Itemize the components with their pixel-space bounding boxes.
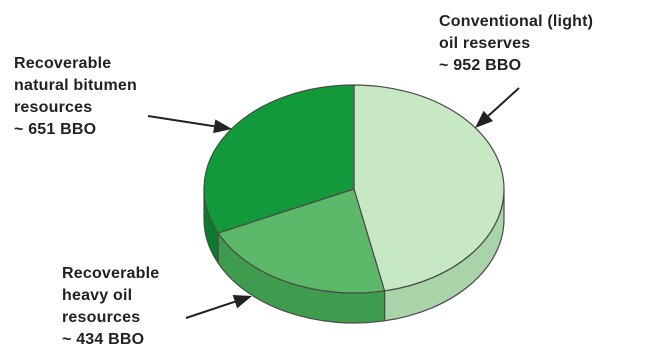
label-conventional-line-3: ~ 952 BBO	[439, 57, 521, 74]
label-arrows	[147, 87, 520, 319]
pie-slice-bitumen	[203, 84, 355, 234]
label-heavy-oil-line-1: Recoverable	[62, 265, 159, 282]
label-conventional-line-2: oil reserves	[439, 35, 530, 52]
arrow-conventional	[475, 87, 520, 128]
label-heavy-oil-line-2: heavy oil	[62, 287, 132, 304]
label-heavy-oil: Recoverable heavy oil resources ~ 434 BB…	[62, 265, 164, 348]
label-heavy-oil-line-3: resources	[62, 309, 140, 326]
pie-slices	[203, 84, 505, 294]
label-bitumen-line-1: Recoverable	[14, 55, 111, 72]
arrow-heavy-oil	[185, 295, 252, 319]
label-bitumen: Recoverable natural bitumen resources ~ …	[14, 55, 142, 138]
label-bitumen-line-2: natural bitumen	[14, 77, 137, 94]
arrow-bitumen	[147, 115, 232, 134]
label-bitumen-line-3: resources	[14, 99, 92, 116]
label-conventional: Conventional (light) oil reserves ~ 952 …	[439, 13, 598, 74]
pie-slice-conventional	[353, 84, 505, 292]
label-conventional-line-1: Conventional (light)	[439, 13, 593, 30]
label-heavy-oil-line-4: ~ 434 BBO	[62, 331, 144, 348]
pie-slice-heavy-oil	[217, 188, 386, 294]
label-bitumen-line-4: ~ 651 BBO	[14, 121, 96, 138]
